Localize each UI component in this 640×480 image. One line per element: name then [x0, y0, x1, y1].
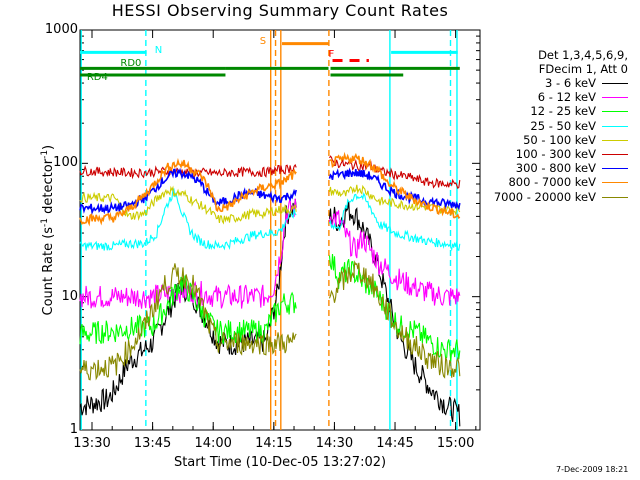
x-tick-label: 14:45 — [376, 436, 414, 451]
series-line — [79, 253, 461, 362]
state-bar-label: RD0 — [120, 57, 142, 69]
chart-title: HESSI Observing Summary Count Rates — [111, 1, 449, 20]
plot-frame — [79, 29, 481, 431]
series-line — [79, 151, 461, 227]
legend-entry: 50 - 100 keV — [484, 133, 634, 147]
legend-entry: 3 - 6 keV — [484, 76, 634, 90]
legend-label: 6 - 12 keV — [537, 90, 596, 105]
state-bars — [80, 42, 460, 77]
timestamp: 7-Dec-2009 18:21 — [556, 465, 629, 474]
legend-swatch — [602, 83, 628, 84]
count-rate-series — [79, 151, 461, 427]
legend-entry: 300 - 800 keV — [484, 161, 634, 175]
legend-label: 3 - 6 keV — [545, 76, 596, 90]
series-line — [79, 184, 461, 225]
legend-entry: 800 - 7000 keV — [484, 175, 634, 189]
x-tick-label: 15:00 — [436, 436, 475, 451]
x-tick-label: 13:45 — [133, 436, 172, 451]
legend-swatch — [602, 139, 628, 141]
legend-label: 7000 - 20000 keV — [493, 189, 596, 204]
legend-swatch — [602, 196, 628, 198]
legend-entry: 6 - 12 keV — [484, 90, 634, 104]
x-axis-label: Start Time (10-Dec-05 13:27:02) — [173, 455, 387, 470]
vertical-markers — [80, 30, 458, 430]
legend-entry: 12 - 25 keV — [484, 104, 634, 118]
series-line — [79, 188, 461, 252]
legend-swatch — [602, 153, 628, 155]
legend-swatch — [602, 97, 628, 99]
y-tick-label: 1 — [69, 422, 78, 437]
legend-label: 300 - 800 keV — [515, 161, 596, 176]
legend-header-line-2: FDecim 1, Att 0 — [538, 62, 628, 76]
legend-entry: 7000 - 20000 keV — [484, 190, 634, 204]
legend-entry: 25 - 50 keV — [484, 119, 634, 133]
state-bar-label: F — [328, 48, 335, 60]
x-tick-label: 14:30 — [315, 436, 354, 451]
x-tick-label: 14:00 — [194, 436, 232, 451]
legend-swatch — [602, 168, 628, 170]
x-tick-label: 13:30 — [73, 436, 111, 451]
legend-header-line-1: Det 1,3,4,5,6,9, — [538, 48, 628, 62]
legend-swatch — [602, 111, 628, 113]
series-line — [79, 167, 461, 216]
series-line — [79, 155, 461, 190]
legend-label: 50 - 100 keV — [523, 132, 596, 147]
legend-entry: 100 - 300 keV — [484, 147, 634, 161]
y-tick-label: 10 — [61, 288, 78, 304]
series-line — [79, 260, 461, 381]
state-bar-label: S — [259, 35, 267, 47]
x-tick-label: 14:15 — [255, 436, 293, 451]
legend-label: 25 - 50 keV — [530, 118, 596, 133]
y-tick-label: 1000 — [44, 22, 78, 37]
state-bar-label: N — [154, 45, 163, 57]
legend-label: 800 - 7000 keV — [508, 175, 596, 190]
legend-swatch — [602, 182, 628, 184]
y-tick-label: 100 — [53, 155, 78, 171]
legend-swatch — [602, 125, 628, 127]
series-line — [79, 198, 461, 309]
legend: Det 1,3,4,5,6,9, FDecim 1, Att 0 3 - 6 k… — [484, 48, 634, 204]
legend-label: 12 - 25 keV — [530, 104, 596, 119]
legend-label: 100 - 300 keV — [515, 146, 596, 161]
series-line — [79, 198, 461, 427]
state-bar-label: RD4 — [86, 71, 108, 83]
